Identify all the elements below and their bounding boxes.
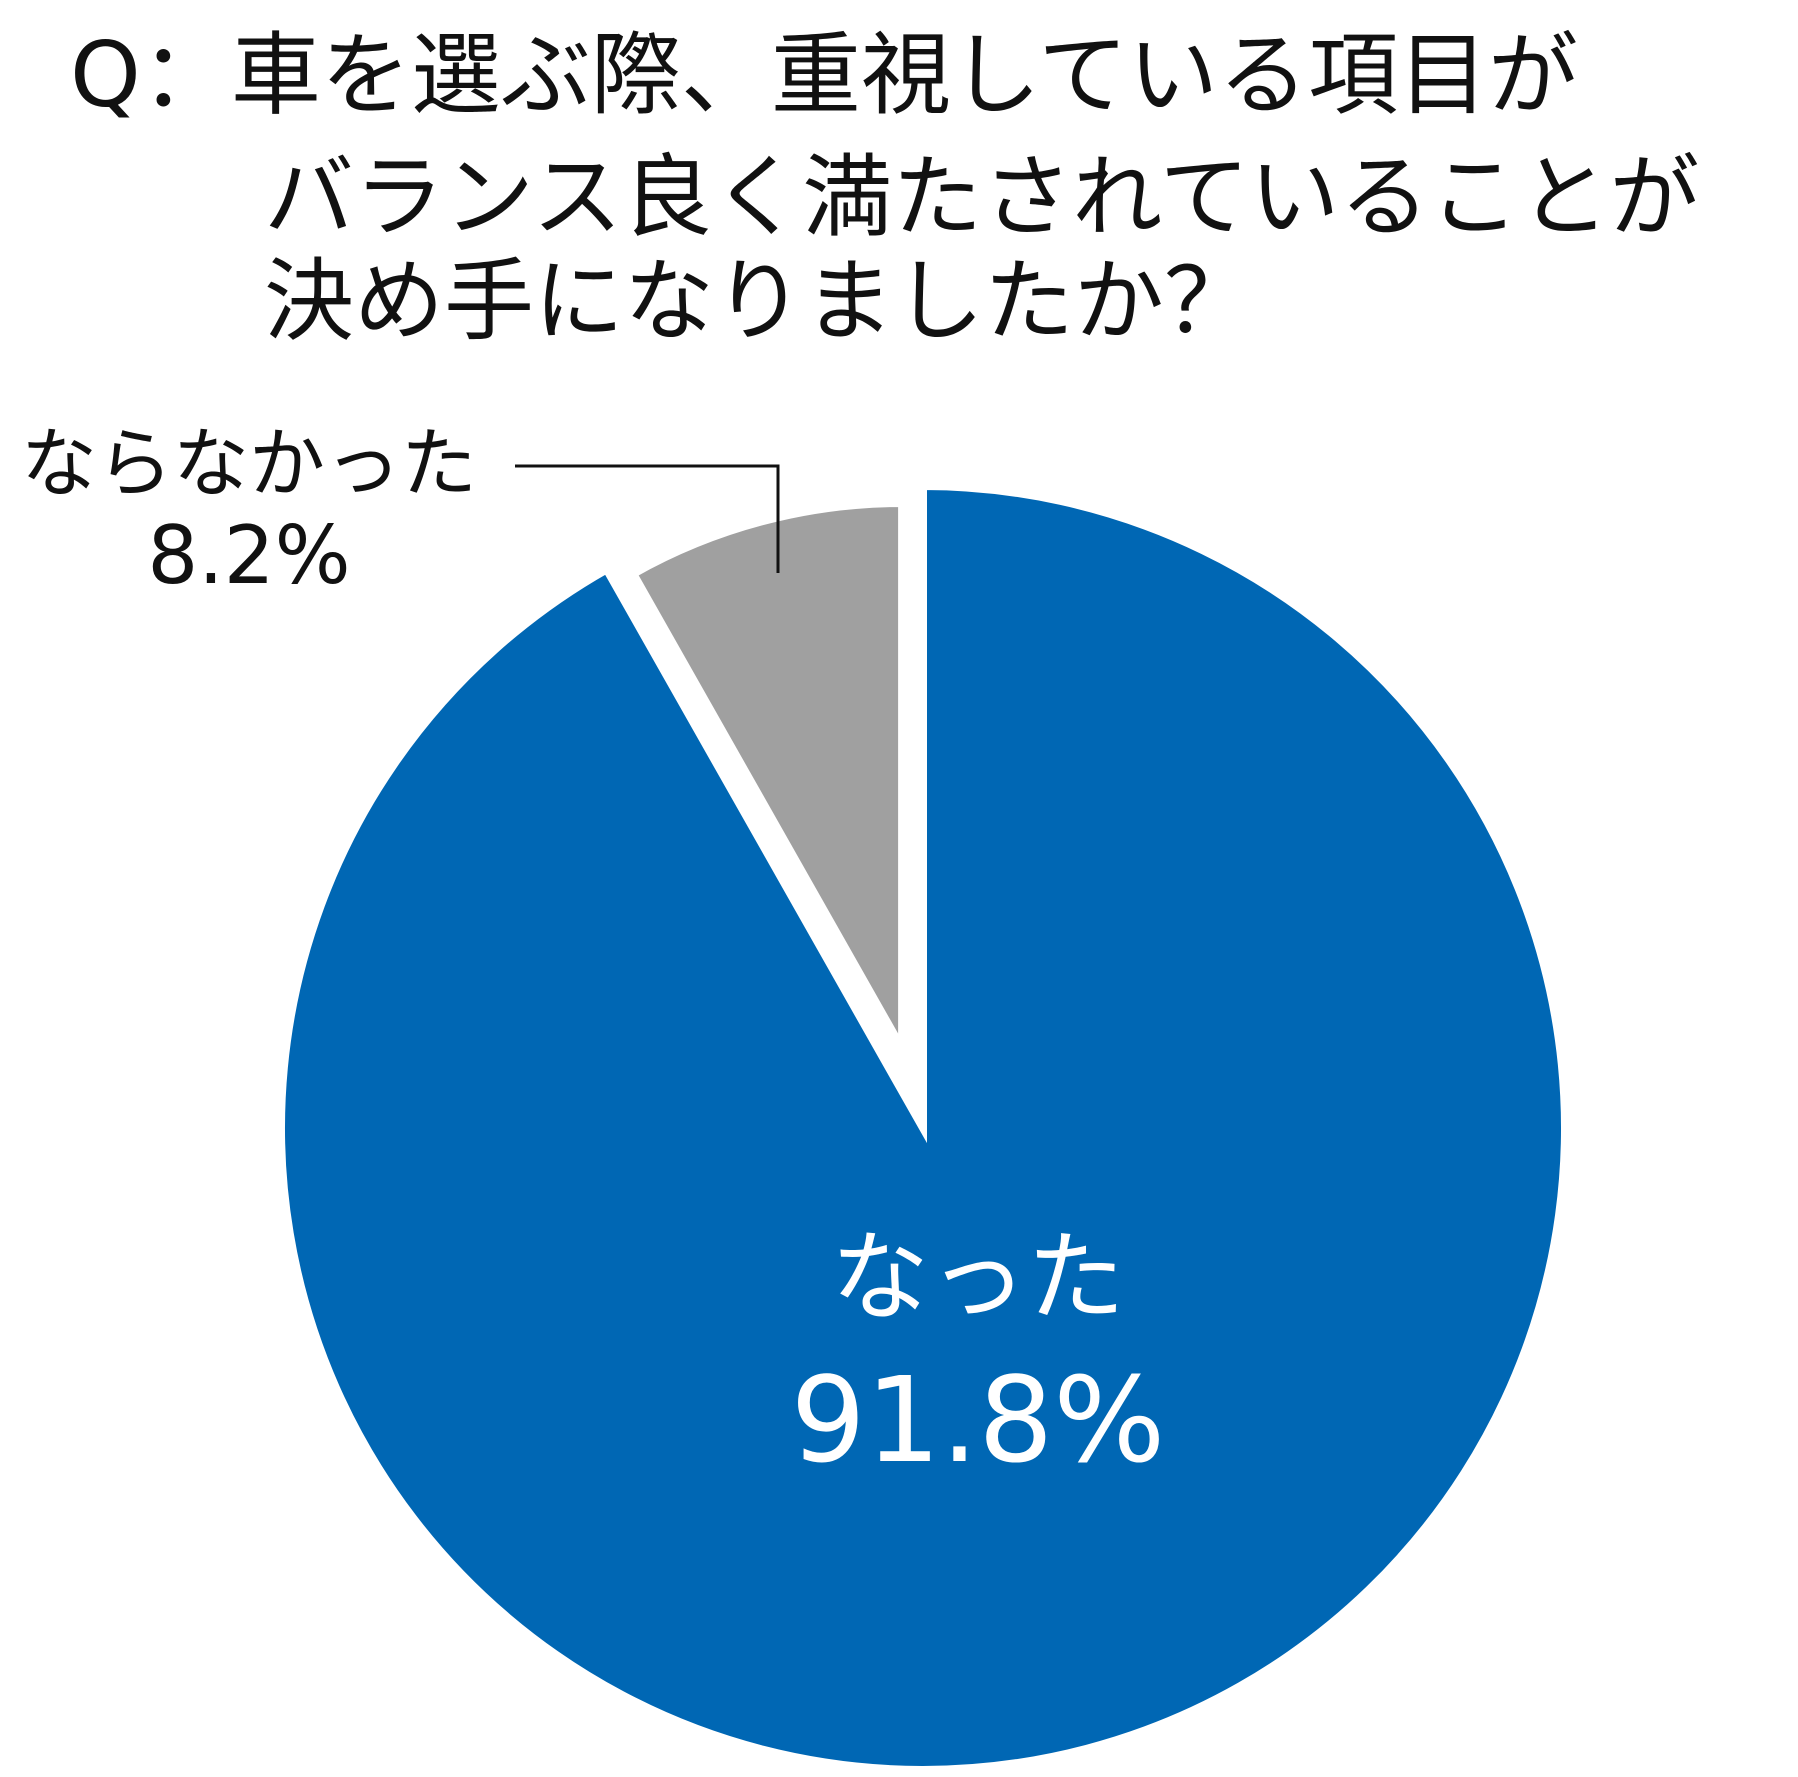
title: Q：車を選ぶ際、重視している項目がバランス良く満たされていることが決め手になりま… <box>70 23 1700 354</box>
value-label: 8.2% <box>147 509 350 602</box>
title-line: Q：車を選ぶ際、重視している項目が <box>70 23 1578 128</box>
pie-slice <box>277 481 1569 1774</box>
pie-slice <box>627 499 907 1064</box>
leader-line <box>515 464 780 573</box>
value-label: 91.8% <box>791 1351 1166 1489</box>
pie <box>277 481 1569 1774</box>
slice-label: ならなかった <box>21 419 477 508</box>
title-line: バランス良く満たされていることが <box>264 145 1700 250</box>
slice-label: なった <box>831 1221 1125 1335</box>
title-line: 決め手になりましたか？ <box>264 249 1254 354</box>
